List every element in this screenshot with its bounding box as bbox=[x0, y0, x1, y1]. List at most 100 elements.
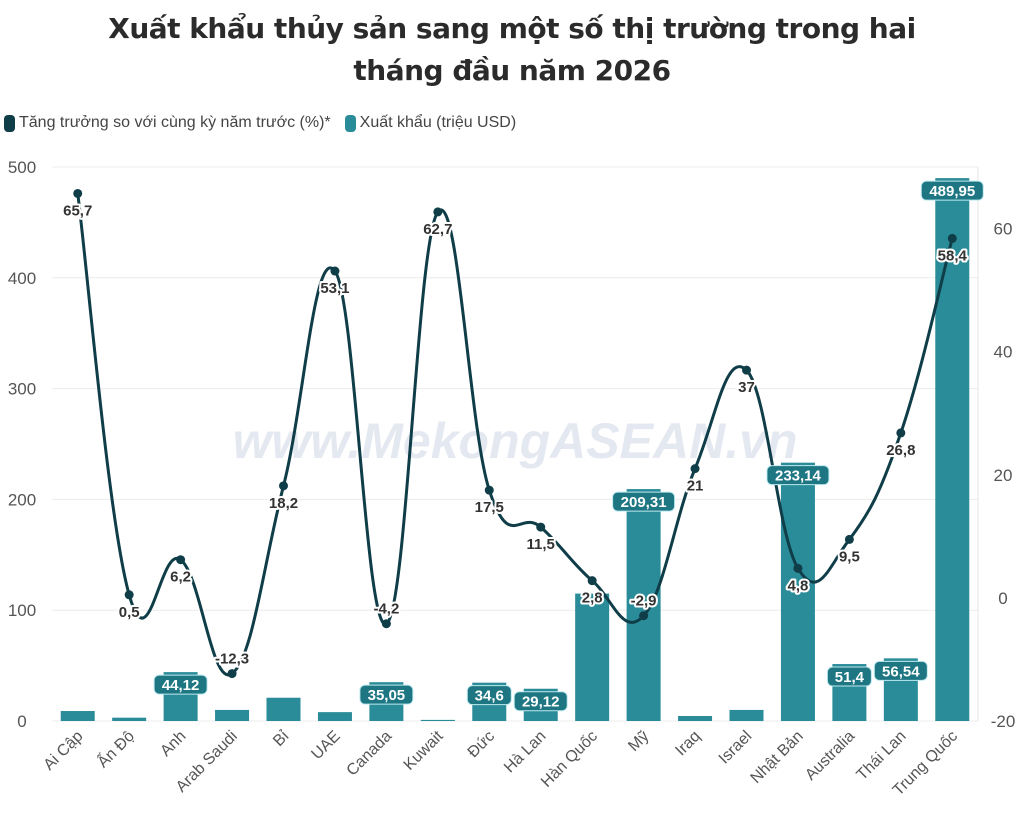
growth-label: 53,1 bbox=[320, 280, 349, 297]
bar-label: 56,54 bbox=[882, 663, 920, 680]
bar-label: 51,4 bbox=[835, 669, 865, 686]
chart-title: Xuất khẩu thủy sản sang một số thị trườn… bbox=[0, 8, 1024, 92]
growth-label: -12,3 bbox=[215, 651, 249, 668]
bar-label-bg bbox=[466, 685, 512, 706]
legend-swatch-growth bbox=[4, 114, 15, 132]
legend-item-export[interactable]: Xuất khẩu (triệu USD) bbox=[344, 114, 517, 132]
growth-point bbox=[433, 207, 443, 217]
left-axis-tick: 300 bbox=[8, 380, 36, 399]
growth-point bbox=[896, 428, 906, 438]
bar-label: 35,05 bbox=[368, 687, 406, 704]
x-axis-label: Hà Lan bbox=[501, 728, 550, 777]
legend-item-growth[interactable]: Tăng trưởng so với cùng kỳ năm trước (%)… bbox=[4, 114, 331, 132]
growth-point bbox=[947, 233, 957, 243]
right-axis-tick: 20 bbox=[994, 466, 1013, 485]
growth-point bbox=[690, 464, 700, 474]
growth-point bbox=[73, 188, 83, 198]
left-axis-tick: 500 bbox=[8, 158, 36, 177]
growth-point bbox=[330, 266, 340, 276]
bar-label-bg bbox=[766, 465, 830, 486]
x-axis-label: Nhật Bản bbox=[748, 728, 807, 787]
x-axis-label: Mỹ bbox=[625, 728, 652, 755]
growth-label: 65,7 bbox=[63, 202, 92, 219]
growth-label: 17,5 bbox=[475, 499, 504, 516]
bar bbox=[780, 462, 815, 721]
growth-label: 21 bbox=[687, 478, 704, 495]
left-axis-tick: 0 bbox=[17, 712, 26, 731]
growth-point bbox=[536, 522, 546, 532]
x-axis-label: Anh bbox=[157, 728, 189, 760]
bar bbox=[317, 712, 352, 721]
right-axis-tick: 0 bbox=[998, 589, 1007, 608]
growth-point bbox=[639, 611, 649, 621]
growth-label: 18,2 bbox=[269, 495, 298, 512]
growth-point bbox=[176, 555, 186, 565]
bar-label-bg bbox=[873, 660, 928, 681]
x-axis-label: Ấn Độ bbox=[93, 726, 138, 771]
title-line-2: tháng đầu năm 2026 bbox=[353, 54, 671, 87]
growth-label: 4,8 bbox=[788, 577, 809, 594]
bar-label-bg bbox=[359, 684, 414, 705]
x-axis-label: Iraq bbox=[672, 728, 704, 760]
bar-label: 489,95 bbox=[929, 183, 975, 200]
growth-label: -4,2 bbox=[373, 601, 399, 618]
growth-label: 0,5 bbox=[119, 604, 140, 621]
x-axis-label: Hàn Quốc bbox=[538, 728, 601, 791]
growth-point bbox=[227, 669, 237, 679]
watermark: www.MekongASEAN.vn bbox=[233, 413, 798, 469]
x-axis-label: UAE bbox=[308, 728, 343, 763]
growth-point bbox=[279, 481, 288, 491]
growth-point bbox=[484, 485, 494, 495]
growth-label: 37 bbox=[738, 379, 755, 396]
bar-label: 44,12 bbox=[162, 677, 200, 694]
bar-label-bg bbox=[920, 180, 984, 201]
bar-label: 209,31 bbox=[621, 494, 667, 511]
title-line-1: Xuất khẩu thủy sản sang một số thị trườn… bbox=[108, 12, 916, 45]
bar bbox=[266, 697, 301, 721]
growth-label: 11,5 bbox=[527, 536, 555, 553]
bar bbox=[678, 716, 713, 721]
bar bbox=[420, 719, 455, 721]
growth-label: -2,9 bbox=[631, 593, 657, 610]
x-axis-label: Australia bbox=[802, 728, 858, 784]
right-axis-tick: 60 bbox=[994, 220, 1013, 239]
x-axis-label: Bỉ bbox=[270, 727, 292, 749]
growth-label: 58,4 bbox=[938, 247, 968, 264]
bar bbox=[935, 178, 970, 722]
bar-label: 29,12 bbox=[522, 694, 560, 711]
right-axis-tick: 40 bbox=[994, 343, 1013, 362]
left-axis-tick: 100 bbox=[8, 601, 36, 620]
growth-point bbox=[742, 365, 751, 375]
bar-label: 34,6 bbox=[475, 688, 504, 705]
bar-label: 233,14 bbox=[775, 468, 822, 485]
bar-label-bg bbox=[612, 491, 676, 512]
bar-label-bg bbox=[826, 666, 872, 687]
bar bbox=[112, 717, 147, 721]
bar bbox=[575, 593, 610, 721]
bar bbox=[729, 709, 764, 721]
x-axis-label: Ai Cập bbox=[41, 728, 87, 774]
bar bbox=[215, 709, 250, 721]
left-axis-tick: 200 bbox=[8, 490, 36, 509]
growth-point bbox=[587, 576, 597, 586]
legend: Tăng trưởng so với cùng kỳ năm trước (%)… bbox=[4, 114, 524, 132]
x-axis-label: Israel bbox=[716, 728, 756, 768]
growth-point bbox=[844, 534, 854, 544]
bar bbox=[626, 489, 661, 721]
growth-label: 62,7 bbox=[423, 221, 452, 238]
growth-label: 9,5 bbox=[839, 548, 860, 565]
bar-label-bg bbox=[513, 691, 568, 712]
bar bbox=[60, 711, 95, 721]
x-axis-label: Đức bbox=[465, 728, 498, 761]
growth-point bbox=[124, 590, 134, 600]
left-axis-tick: 400 bbox=[8, 269, 36, 288]
x-axis-label: Canada bbox=[344, 728, 396, 780]
right-axis-tick: -20 bbox=[991, 712, 1016, 731]
legend-label-growth: Tăng trưởng so với cùng kỳ năm trước (%)… bbox=[19, 114, 331, 131]
legend-swatch-export bbox=[344, 114, 356, 132]
growth-label: 26,8 bbox=[886, 442, 915, 459]
growth-point bbox=[381, 619, 391, 629]
legend-label-export: Xuất khẩu (triệu USD) bbox=[359, 114, 517, 131]
growth-line bbox=[76, 193, 954, 677]
